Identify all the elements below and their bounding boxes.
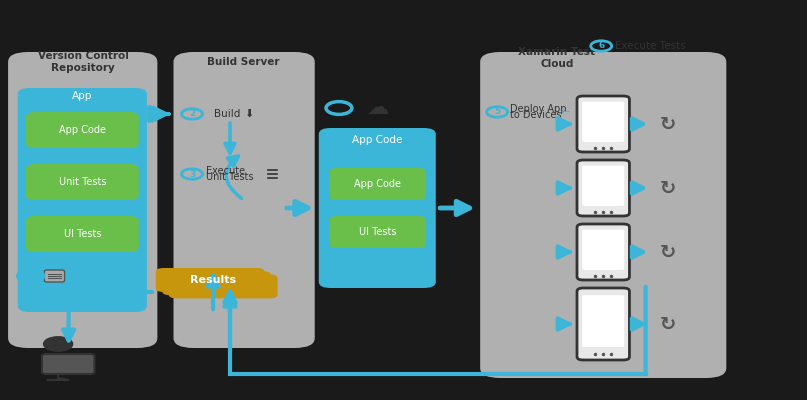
FancyBboxPatch shape	[329, 216, 426, 248]
FancyBboxPatch shape	[582, 166, 625, 206]
FancyBboxPatch shape	[582, 295, 625, 347]
Text: Execute: Execute	[206, 166, 245, 176]
FancyBboxPatch shape	[162, 271, 271, 295]
Text: ↻: ↻	[660, 314, 676, 334]
Text: ←: ←	[560, 107, 570, 117]
Text: Version Control
Repository: Version Control Repository	[38, 51, 128, 73]
FancyBboxPatch shape	[582, 102, 625, 142]
Text: App: App	[72, 91, 93, 101]
Text: App Code: App Code	[59, 125, 106, 135]
FancyBboxPatch shape	[577, 96, 629, 152]
Text: ☁: ☁	[366, 98, 389, 118]
Text: to Devices: to Devices	[510, 110, 562, 120]
FancyArrowPatch shape	[226, 156, 241, 198]
Text: Xamarin Test
Cloud: Xamarin Test Cloud	[518, 47, 596, 69]
FancyBboxPatch shape	[44, 270, 65, 282]
Text: Build Server: Build Server	[207, 57, 280, 67]
Text: Build: Build	[214, 109, 240, 119]
Text: ↻: ↻	[660, 114, 676, 134]
FancyBboxPatch shape	[480, 52, 726, 378]
Text: Unit Tests: Unit Tests	[206, 172, 253, 182]
Text: 3: 3	[189, 170, 195, 178]
FancyBboxPatch shape	[174, 52, 315, 348]
Text: Execute Tests: Execute Tests	[615, 41, 686, 51]
FancyBboxPatch shape	[18, 88, 147, 312]
Text: UI Tests: UI Tests	[359, 227, 396, 237]
FancyBboxPatch shape	[319, 128, 436, 288]
FancyBboxPatch shape	[577, 160, 629, 216]
Text: ⬇: ⬇	[244, 109, 253, 119]
FancyBboxPatch shape	[329, 168, 426, 200]
FancyBboxPatch shape	[42, 354, 94, 374]
Text: ↻: ↻	[660, 178, 676, 198]
Text: 5: 5	[494, 108, 500, 116]
Text: Deploy App: Deploy App	[510, 104, 567, 114]
FancyBboxPatch shape	[8, 52, 157, 348]
FancyBboxPatch shape	[169, 274, 278, 298]
FancyBboxPatch shape	[26, 164, 139, 200]
Circle shape	[44, 337, 73, 351]
Text: 2: 2	[189, 110, 195, 118]
FancyBboxPatch shape	[577, 224, 629, 280]
Text: UI Tests: UI Tests	[64, 229, 101, 239]
Text: App Code: App Code	[353, 135, 403, 145]
Text: ↻: ↻	[660, 242, 676, 262]
FancyBboxPatch shape	[26, 216, 139, 252]
FancyBboxPatch shape	[582, 230, 625, 270]
Text: 6: 6	[598, 42, 604, 50]
Text: App Code: App Code	[354, 179, 401, 189]
FancyBboxPatch shape	[26, 112, 139, 148]
FancyBboxPatch shape	[577, 288, 629, 360]
Text: Unit Tests: Unit Tests	[59, 177, 106, 187]
FancyBboxPatch shape	[156, 268, 265, 292]
Text: Results: Results	[190, 275, 236, 285]
